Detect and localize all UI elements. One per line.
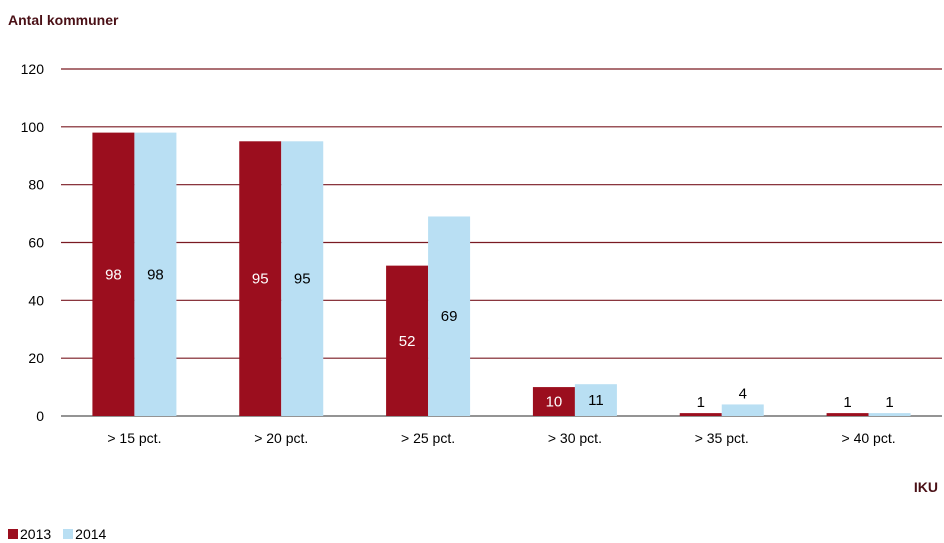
legend-item-2013: 2013 bbox=[8, 526, 51, 542]
y-tick-label: 20 bbox=[28, 350, 44, 366]
bar-chart: 0 20 40 60 80 100 120 98 98 > 15 pct. 95 95 > 20 pct… bbox=[21, 61, 942, 446]
y-axis-title: Antal kommuner bbox=[8, 12, 119, 28]
y-tick-label: 40 bbox=[28, 292, 44, 308]
legend-item-2014: 2014 bbox=[63, 526, 106, 542]
data-label: 95 bbox=[294, 271, 311, 288]
x-tick-label: > 40 pct. bbox=[842, 430, 896, 446]
bar-2014-4 bbox=[721, 404, 764, 416]
y-tick-label: 0 bbox=[36, 408, 44, 424]
y-tick-label: 100 bbox=[21, 119, 45, 135]
x-tick-label: > 15 pct. bbox=[107, 430, 161, 446]
bar-2013-4 bbox=[679, 413, 722, 416]
bar-2013-2 bbox=[386, 265, 429, 416]
data-label: 4 bbox=[739, 385, 747, 402]
bar-2014-1 bbox=[281, 141, 324, 416]
data-label: 1 bbox=[697, 394, 705, 411]
data-label: 69 bbox=[441, 308, 458, 325]
bar-2014-2 bbox=[428, 216, 471, 416]
data-label: 11 bbox=[588, 392, 604, 409]
bar-2014-5 bbox=[868, 413, 911, 416]
data-label: 98 bbox=[105, 266, 122, 283]
bar-2013-3 bbox=[532, 387, 575, 416]
legend: 2013 2014 bbox=[8, 526, 118, 542]
x-tick-label: > 30 pct. bbox=[548, 430, 602, 446]
y-tick-label: 60 bbox=[28, 235, 44, 251]
legend-swatch-2013 bbox=[8, 529, 18, 539]
data-label: 52 bbox=[399, 333, 416, 350]
x-tick-label: > 35 pct. bbox=[695, 430, 749, 446]
x-axis-title: IKU bbox=[913, 479, 938, 495]
data-label: 95 bbox=[252, 271, 269, 288]
data-label: 1 bbox=[885, 394, 893, 411]
x-tick-label: > 25 pct. bbox=[401, 430, 455, 446]
legend-label-2013: 2013 bbox=[20, 526, 52, 542]
data-label: 10 bbox=[546, 394, 563, 411]
bar-2013-5 bbox=[826, 413, 869, 416]
y-tick-label: 120 bbox=[21, 61, 45, 77]
x-tick-label: > 20 pct. bbox=[254, 430, 308, 446]
bar-2014-3 bbox=[574, 384, 617, 416]
bar-2014-0 bbox=[134, 132, 177, 416]
bar-2013-0 bbox=[92, 132, 135, 416]
data-label: 98 bbox=[147, 266, 164, 283]
y-tick-label: 80 bbox=[28, 177, 44, 193]
legend-swatch-2014 bbox=[63, 529, 74, 539]
legend-label-2014: 2014 bbox=[75, 526, 107, 542]
bar-2013-1 bbox=[239, 141, 282, 416]
data-label: 1 bbox=[843, 394, 851, 411]
